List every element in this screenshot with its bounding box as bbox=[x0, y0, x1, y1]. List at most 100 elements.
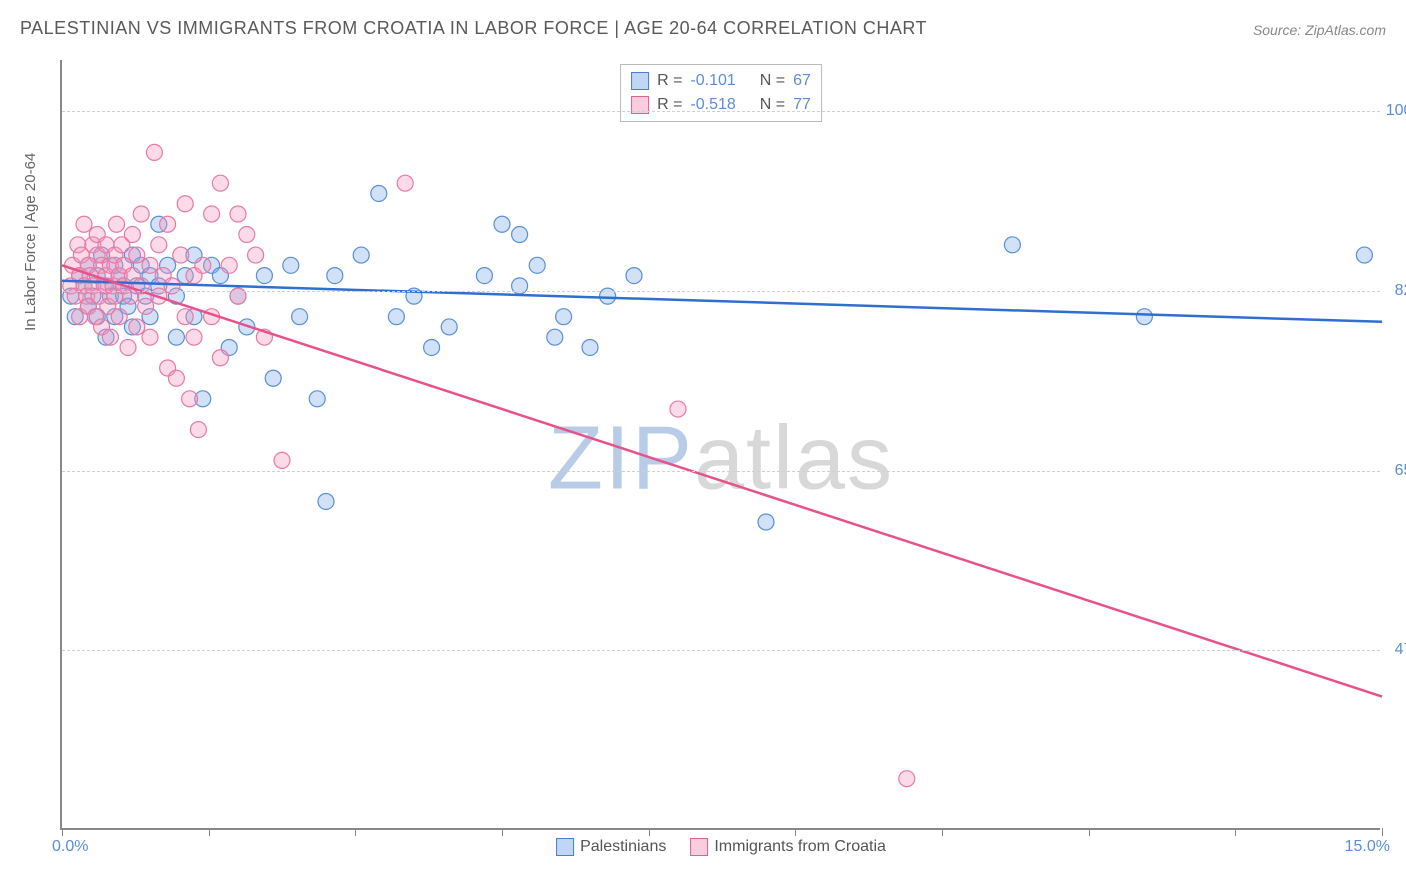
y-tick-label: 65.0% bbox=[1395, 462, 1406, 480]
data-point bbox=[129, 319, 145, 335]
legend-label-palestinians: Palestinians bbox=[580, 838, 666, 856]
n-label: N = bbox=[760, 93, 785, 117]
data-point bbox=[256, 268, 272, 284]
data-point bbox=[102, 329, 118, 345]
legend-row-blue: R = -0.101 N = 67 bbox=[631, 69, 811, 93]
x-tick bbox=[1382, 828, 1383, 836]
data-point bbox=[230, 206, 246, 222]
n-label: N = bbox=[760, 69, 785, 93]
data-point bbox=[221, 257, 237, 273]
source-label: Source: ZipAtlas.com bbox=[1253, 22, 1386, 38]
data-point bbox=[146, 144, 162, 160]
data-point bbox=[151, 237, 167, 253]
data-point bbox=[494, 216, 510, 232]
data-point bbox=[111, 309, 127, 325]
x-tick bbox=[942, 828, 943, 836]
r-label: R = bbox=[657, 69, 682, 93]
data-point bbox=[142, 257, 158, 273]
x-tick bbox=[795, 828, 796, 836]
data-point bbox=[626, 268, 642, 284]
swatch-blue-icon bbox=[631, 72, 649, 90]
x-tick bbox=[62, 828, 63, 836]
data-point bbox=[124, 227, 140, 243]
data-point bbox=[160, 216, 176, 232]
data-point bbox=[190, 422, 206, 438]
data-point bbox=[138, 298, 154, 314]
data-point bbox=[109, 216, 125, 232]
data-point bbox=[204, 206, 220, 222]
legend-label-croatia: Immigrants from Croatia bbox=[714, 838, 886, 856]
legend-correlation: R = -0.101 N = 67 R = -0.518 N = 77 bbox=[620, 64, 822, 122]
legend-item-croatia: Immigrants from Croatia bbox=[690, 838, 886, 856]
data-point bbox=[1356, 247, 1372, 263]
data-point bbox=[397, 175, 413, 191]
data-point bbox=[371, 185, 387, 201]
legend-series: Palestinians Immigrants from Croatia bbox=[556, 838, 886, 856]
data-point bbox=[129, 247, 145, 263]
data-point bbox=[239, 227, 255, 243]
x-tick bbox=[649, 828, 650, 836]
x-tick bbox=[355, 828, 356, 836]
chart-container: PALESTINIAN VS IMMIGRANTS FROM CROATIA I… bbox=[0, 0, 1406, 892]
data-point bbox=[670, 401, 686, 417]
n-value-pink: 77 bbox=[793, 93, 811, 117]
data-point bbox=[142, 329, 158, 345]
legend-item-palestinians: Palestinians bbox=[556, 838, 666, 856]
gridline bbox=[62, 111, 1380, 112]
data-point bbox=[441, 319, 457, 335]
data-point bbox=[318, 493, 334, 509]
chart-title: PALESTINIAN VS IMMIGRANTS FROM CROATIA I… bbox=[20, 18, 927, 39]
data-point bbox=[177, 196, 193, 212]
y-tick-label: 100.0% bbox=[1386, 102, 1406, 120]
data-point bbox=[120, 339, 136, 355]
gridline bbox=[62, 650, 1380, 651]
x-max-label: 15.0% bbox=[1345, 838, 1390, 856]
data-point bbox=[265, 370, 281, 386]
data-point bbox=[353, 247, 369, 263]
data-point bbox=[212, 350, 228, 366]
data-point bbox=[212, 175, 228, 191]
gridline bbox=[62, 471, 1380, 472]
swatch-blue-icon bbox=[556, 838, 574, 856]
data-point bbox=[758, 514, 774, 530]
data-point bbox=[292, 309, 308, 325]
data-point bbox=[248, 247, 264, 263]
data-point bbox=[173, 247, 189, 263]
data-point bbox=[76, 216, 92, 232]
r-value-blue: -0.101 bbox=[690, 69, 735, 93]
data-point bbox=[195, 257, 211, 273]
gridline bbox=[62, 291, 1380, 292]
data-point bbox=[556, 309, 572, 325]
n-value-blue: 67 bbox=[793, 69, 811, 93]
x-tick bbox=[1089, 828, 1090, 836]
data-point bbox=[182, 391, 198, 407]
data-point bbox=[582, 339, 598, 355]
data-point bbox=[177, 309, 193, 325]
x-min-label: 0.0% bbox=[52, 838, 88, 856]
y-tick-label: 82.5% bbox=[1395, 282, 1406, 300]
data-point bbox=[388, 309, 404, 325]
data-point bbox=[168, 329, 184, 345]
data-point bbox=[133, 206, 149, 222]
data-point bbox=[547, 329, 563, 345]
data-point bbox=[274, 452, 290, 468]
data-point bbox=[168, 370, 184, 386]
trend-line bbox=[62, 281, 1382, 322]
data-point bbox=[309, 391, 325, 407]
data-point bbox=[186, 329, 202, 345]
y-tick-label: 47.5% bbox=[1395, 641, 1406, 659]
data-point bbox=[424, 339, 440, 355]
data-point bbox=[1004, 237, 1020, 253]
data-point bbox=[512, 227, 528, 243]
x-tick bbox=[1235, 828, 1236, 836]
x-tick bbox=[209, 828, 210, 836]
trend-line bbox=[62, 265, 1382, 696]
swatch-pink-icon bbox=[690, 838, 708, 856]
r-label: R = bbox=[657, 93, 682, 117]
chart-svg bbox=[62, 60, 1380, 828]
data-point bbox=[1136, 309, 1152, 325]
data-point bbox=[529, 257, 545, 273]
data-point bbox=[283, 257, 299, 273]
data-point bbox=[327, 268, 343, 284]
data-point bbox=[476, 268, 492, 284]
